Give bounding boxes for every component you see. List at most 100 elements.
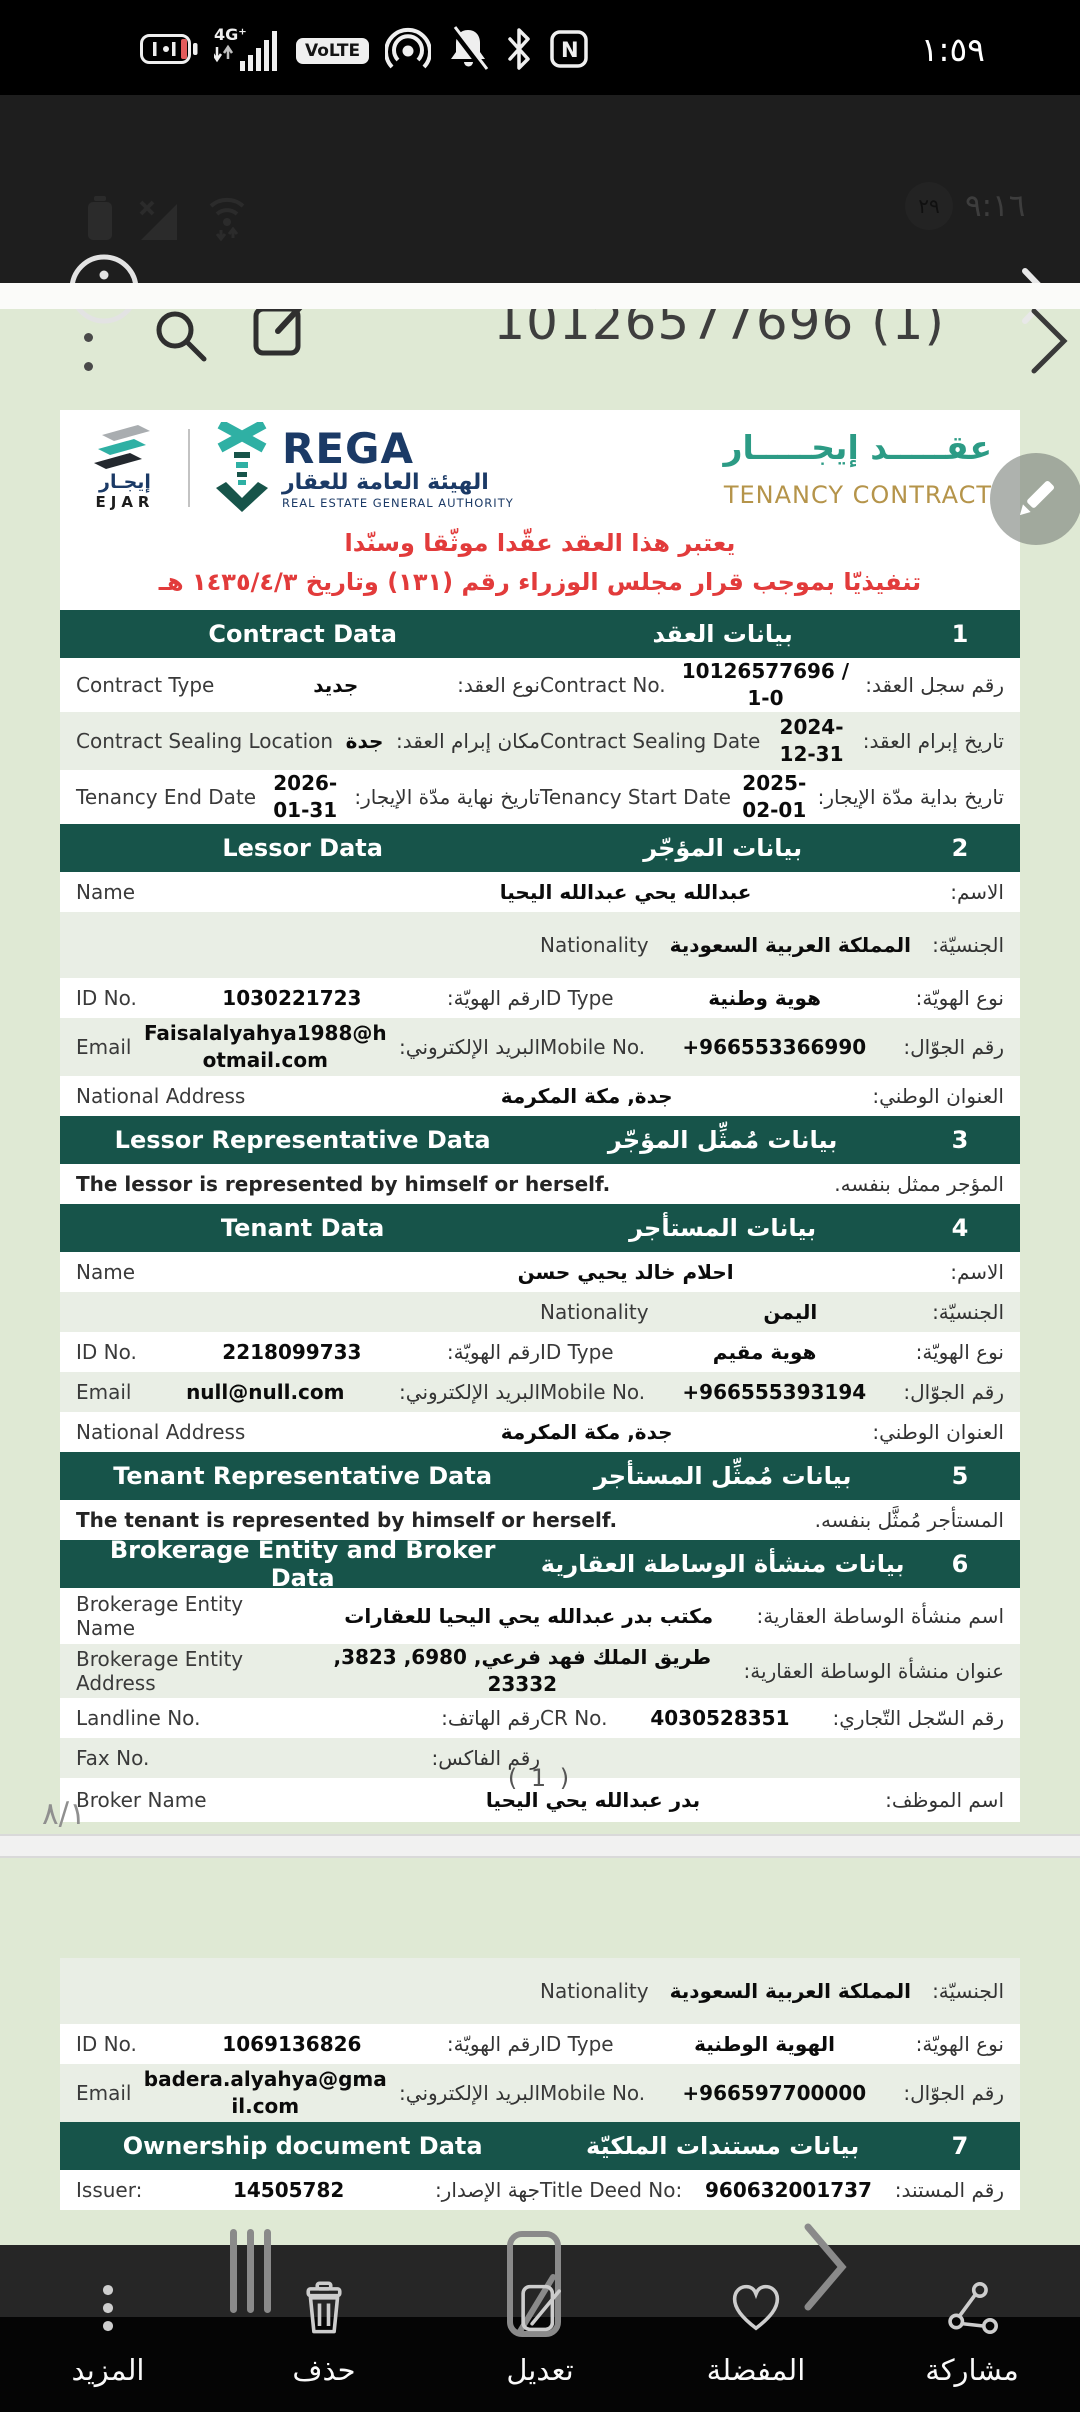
svg-text:N: N bbox=[561, 38, 579, 62]
rega-name: REGA bbox=[282, 424, 415, 474]
section-title-en: Brokerage Entity and Broker Data bbox=[109, 1536, 496, 1592]
row-left-half: Contract Type جديد نوع العقد: bbox=[76, 672, 540, 699]
ghost-no-signal-icon bbox=[137, 194, 179, 246]
field-value: هوية مقيم bbox=[712, 1339, 817, 1364]
section-title-ar: بيانات منشأة الوساطة العقارية bbox=[540, 1550, 905, 1578]
table-row: Fax No. رقم الفاكس: bbox=[60, 1738, 1020, 1778]
nav-share[interactable]: مشاركة bbox=[864, 2245, 1080, 2412]
section-header: Brokerage Entity and Broker Data بيانات م… bbox=[60, 1536, 1020, 1592]
section-number: 6 bbox=[951, 1550, 969, 1578]
note-text-en: The tenant is represented by himself or … bbox=[76, 1508, 618, 1532]
section-title-ar: بيانات العقد bbox=[652, 620, 793, 648]
search-icon[interactable] bbox=[150, 305, 212, 371]
notification-ghost-row: ٢٩ ٩:١٦ bbox=[0, 182, 1080, 246]
field-label-ar: الجنسيّة: bbox=[932, 1979, 1004, 2003]
field-value: 1069136826 bbox=[222, 2031, 362, 2056]
section-title-en: Lessor Data bbox=[222, 834, 383, 862]
pencil-icon bbox=[1019, 480, 1055, 516]
row-right-half: CR No. 4030528351 رقم السّجل التّجاري: bbox=[540, 1705, 1004, 1732]
field-value: Faisalalyahya1988@hotmail.com bbox=[143, 1021, 387, 1072]
field-value: بدر عبدالله يحي اليحيا bbox=[485, 1787, 701, 1812]
compose-icon[interactable] bbox=[250, 297, 314, 365]
field-label-en: Name bbox=[76, 1260, 136, 1284]
field-label-ar: عنوان منشأة الوساطة العقارية: bbox=[743, 1659, 1004, 1683]
field-label-en: Contract Sealing Location bbox=[76, 729, 334, 753]
table-row: Email Faisalalyahya1988@hotmail.com البريد… bbox=[60, 1018, 1020, 1076]
nav-favorites[interactable]: المفضلة bbox=[648, 2245, 864, 2412]
section-title-en: Tenant Data bbox=[220, 1214, 385, 1242]
field-value: null@null.com bbox=[186, 1379, 345, 1404]
field-value: +966597700000 bbox=[682, 2080, 867, 2105]
row-right-half: Mobile No. +966553366990 رقم الجوّال: bbox=[540, 1034, 1004, 1061]
nav-more-label: المزيد bbox=[71, 2353, 145, 2387]
field-value: 2218099733 bbox=[222, 1339, 362, 1364]
section-title-ar: بيانات المؤجّر bbox=[643, 834, 803, 862]
contract-title-english: TENANCY CONTRACT bbox=[723, 480, 992, 509]
ghost-chevron-icon bbox=[1026, 303, 1074, 383]
more-ghost-dots-icon bbox=[84, 333, 94, 391]
table-row: Brokerage Entity Address طريق الملك فهد ف… bbox=[60, 1644, 1020, 1698]
field-label-en: ID Type bbox=[540, 986, 614, 1010]
row-right-half: Mobile No. +966555393194 رقم الجوّال: bbox=[540, 1379, 1004, 1406]
field-value: المملكة العربية السعودية bbox=[669, 1978, 912, 2003]
section-number: 5 bbox=[951, 1462, 969, 1490]
row-right-half: Nationality المملكة العربية السعودية الجنس… bbox=[540, 1978, 1004, 2005]
notice-line-2: تنفيذيّا بموجب قرار مجلس الوزراء رقم (١٣… bbox=[158, 568, 922, 596]
field-value: المملكة العربية السعودية bbox=[669, 932, 912, 957]
section-title-en: Ownership document Data bbox=[122, 2132, 483, 2160]
table-row: ID No. 1030221723 رقم الهويّة: ID Type هوية … bbox=[60, 978, 1020, 1018]
nav-delete[interactable]: حذف bbox=[216, 2245, 432, 2412]
field-label-ar: البريد الإلكتروني: bbox=[399, 1035, 540, 1059]
field-label-en: Broker Name bbox=[76, 1788, 207, 1812]
field-label-ar: تاريخ نهاية مدّة الإيجار: bbox=[354, 785, 540, 809]
section-title-en: Tenant Representative Data bbox=[113, 1462, 493, 1490]
field-label-en: National Address bbox=[76, 1084, 246, 1108]
row-right-half: Nationality اليمن الجنسيّة: bbox=[540, 1299, 1004, 1326]
field-label-ar: اسم منشأة الوساطة العقارية: bbox=[756, 1604, 1004, 1628]
field-label-en: Tenancy End Date bbox=[76, 785, 257, 809]
field-label-ar: رقم سجل العقد: bbox=[865, 673, 1004, 697]
field-label-en: ID No. bbox=[76, 986, 137, 1010]
nav-edit[interactable]: تعديل bbox=[432, 2245, 648, 2412]
bluetooth-icon bbox=[505, 27, 533, 75]
field-label-en: Name bbox=[76, 880, 136, 904]
field-label-ar: البريد الإلكتروني: bbox=[399, 2081, 540, 2105]
table-row: National Address جدة, مكة المكرمة العنوان … bbox=[60, 1412, 1020, 1452]
field-label-en: Brokerage Entity Address bbox=[76, 1647, 244, 1695]
share-icon bbox=[945, 2281, 999, 2339]
field-label-ar: الاسم: bbox=[950, 880, 1004, 904]
section-title-en: Contract Data bbox=[208, 620, 397, 648]
field-value: 14505782 bbox=[232, 2177, 345, 2202]
row-right-half: Contract Sealing Date 2024-12-31 تاريخ إبر… bbox=[540, 714, 1004, 768]
table-row: Tenancy End Date 2026-01-31 تاريخ نهاية مد… bbox=[60, 770, 1020, 824]
ghost-slider-icon bbox=[228, 2225, 276, 2321]
field-label-ar: اسم الموظف: bbox=[885, 1788, 1004, 1812]
table-row: Brokerage Entity Name مكتب بدر عبدالله يح… bbox=[60, 1588, 1020, 1644]
status-icons: 4G⁺ VoLTE N bbox=[140, 25, 589, 76]
field-label-en: Tenancy Start Date bbox=[540, 785, 731, 809]
toolbar-top-band bbox=[0, 2245, 1080, 2317]
field-value: 960632001737 bbox=[704, 2177, 872, 2202]
rega-english-name: REAL ESTATE GENERAL AUTHORITY bbox=[282, 495, 514, 510]
field-label-en: Email bbox=[76, 1035, 132, 1059]
field-label-ar: رقم الجوّال: bbox=[903, 1035, 1004, 1059]
edit-fab-button[interactable] bbox=[990, 453, 1080, 545]
field-label-ar: الجنسيّة: bbox=[932, 933, 1004, 957]
field-label-ar: رقم الهاتف: bbox=[441, 1706, 540, 1730]
field-value: 10126577696 / 1-0 bbox=[681, 659, 850, 710]
row-left-half: ID No. 1030221723 رقم الهويّة: bbox=[76, 985, 540, 1012]
nav-delete-label: حذف bbox=[292, 2353, 356, 2387]
field-label-ar: الاسم: bbox=[950, 1260, 1004, 1284]
nav-more[interactable]: المزيد bbox=[0, 2245, 216, 2412]
table-row: Contract Type جديد نوع العقد: Contract No. 1… bbox=[60, 658, 1020, 712]
contract-section: Tenant Data بيانات المستأجر 4 Name احلام خال… bbox=[60, 1204, 1020, 1452]
contract-section: Tenant Representative Data بيانات مُمثِّل… bbox=[60, 1452, 1020, 1540]
notifications-muted-icon bbox=[447, 26, 489, 76]
table-row: Broker Name بدر عبدالله يحي اليحيا اسم الم… bbox=[60, 1778, 1020, 1822]
field-label-en: Landline No. bbox=[76, 1706, 201, 1730]
table-row: Nationality المملكة العربية السعودية الجنس… bbox=[60, 912, 1020, 978]
section-title-ar: بيانات مُمثِّل المستأجر bbox=[593, 1462, 852, 1490]
section-number: 4 bbox=[951, 1214, 969, 1242]
table-row: The lessor is represented by himself or … bbox=[60, 1164, 1020, 1204]
section-header: Lessor Data بيانات المؤجّر 2 bbox=[60, 824, 1020, 872]
